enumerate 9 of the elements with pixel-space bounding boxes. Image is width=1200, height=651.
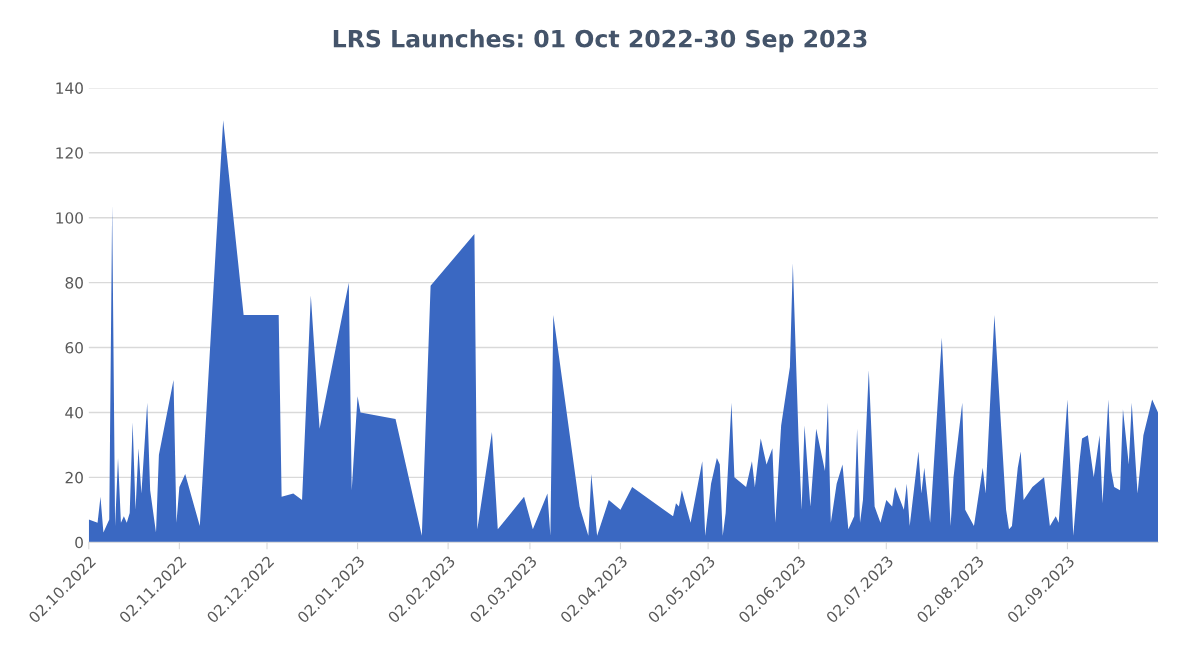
y-tick-label: 120 [56, 147, 83, 159]
y-tick-label: 140 [56, 82, 83, 94]
y-tick-label: 80 [65, 277, 83, 289]
y-tick-label: 40 [65, 406, 83, 419]
chart-title: LRS Launches: 01 Oct 2022-30 Sep 2023 [333, 29, 867, 53]
y-tick-label: 20 [65, 471, 83, 484]
y-tick-label: 60 [65, 342, 83, 354]
y-tick-label: 100 [56, 212, 83, 224]
y-tick-label: 0 [75, 536, 83, 549]
